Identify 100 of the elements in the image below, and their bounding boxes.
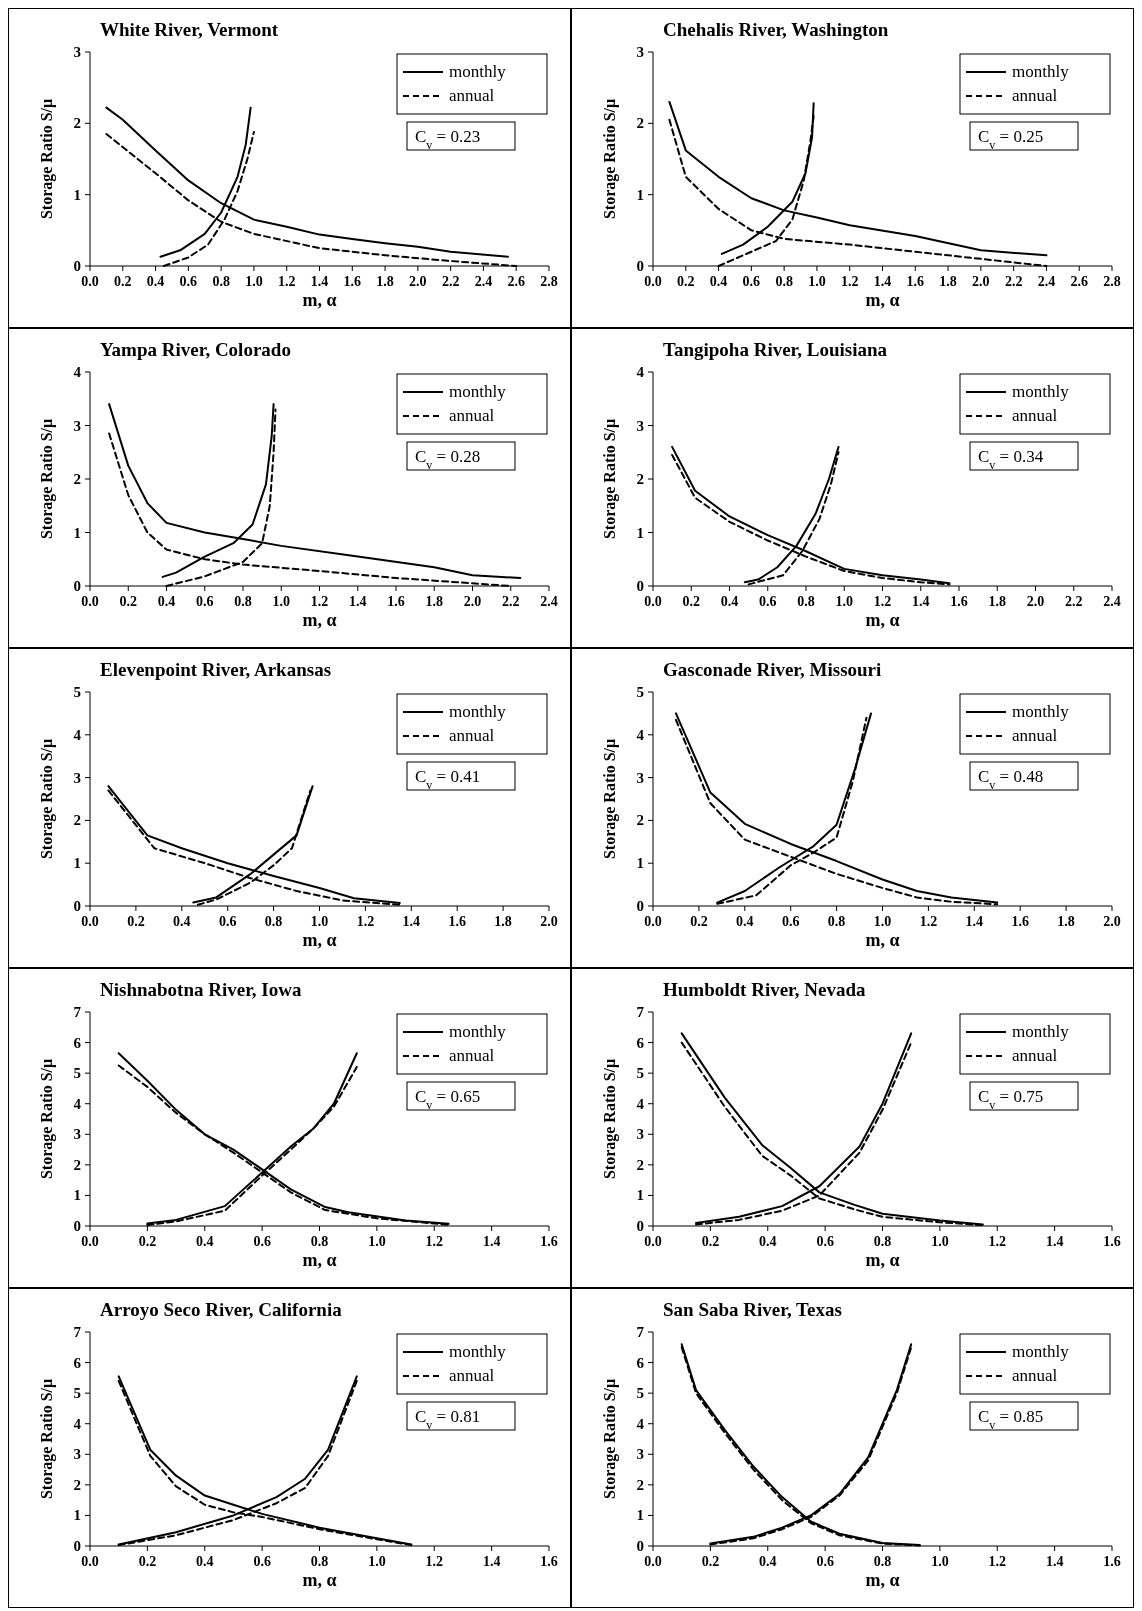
x-tick-label: 0.6 <box>253 1234 271 1249</box>
x-tick-label: 2.2 <box>1065 594 1083 609</box>
legend-label: monthly <box>449 382 507 401</box>
x-tick-label: 0.2 <box>701 1554 720 1569</box>
x-tick-label: 1.4 <box>482 1234 501 1249</box>
x-tick-label: 1.6 <box>906 274 925 289</box>
x-tick-label: 2.4 <box>1103 594 1121 609</box>
annotation: C$_{v}$ = 0.48 <box>978 767 1044 792</box>
x-tick-label: 0.0 <box>81 594 99 609</box>
y-tick-label: 3 <box>73 769 81 786</box>
y-axis-title: Storage Ratio S/μ <box>601 418 619 540</box>
legend-label: monthly <box>1012 1342 1070 1361</box>
x-tick-label: 0.6 <box>218 914 237 929</box>
x-tick-label: 0.4 <box>196 1554 214 1569</box>
x-tick-label: 0.0 <box>644 1234 662 1249</box>
y-tick-label: 4 <box>636 1095 645 1112</box>
x-tick-label: 0.2 <box>138 1234 157 1249</box>
y-tick-label: 6 <box>636 1354 645 1371</box>
x-tick-label: 1.6 <box>950 594 968 609</box>
x-tick-label: 0.0 <box>81 914 99 929</box>
x-tick-label: 1.8 <box>988 594 1006 609</box>
y-tick-label: 7 <box>73 1324 82 1340</box>
x-tick-label: 1.6 <box>540 1234 558 1249</box>
y-axis-title: Storage Ratio S/μ <box>601 98 619 220</box>
y-tick-label: 4 <box>73 1095 82 1112</box>
y-tick-label: 5 <box>636 684 644 700</box>
y-tick-label: 6 <box>636 1034 645 1051</box>
x-tick-label: 1.8 <box>494 914 512 929</box>
y-tick-label: 4 <box>636 726 645 743</box>
x-tick-label: 1.6 <box>448 914 466 929</box>
x-tick-label: 1.6 <box>1011 914 1029 929</box>
y-tick-label: 0 <box>636 258 644 274</box>
x-tick-label: 0.2 <box>114 274 132 289</box>
x-tick-label: 2.6 <box>1070 274 1088 289</box>
legend-label: annual <box>449 1046 495 1065</box>
y-tick-label: 3 <box>73 417 81 434</box>
y-tick-label: 1 <box>636 186 644 203</box>
y-tick-label: 2 <box>73 1476 81 1493</box>
y-axis-title: Storage Ratio S/μ <box>38 1058 56 1180</box>
y-tick-label: 2 <box>73 1156 81 1173</box>
y-tick-label: 0 <box>636 1218 644 1234</box>
x-tick-label: 2.0 <box>409 274 427 289</box>
x-tick-label: 1.4 <box>873 274 892 289</box>
x-tick-label: 1.0 <box>835 594 853 609</box>
chart-title: Gasconade River, Missouri <box>663 659 882 680</box>
chart-title: Humboldt River, Nevada <box>663 979 867 1000</box>
x-tick-label: 0.0 <box>81 1554 99 1569</box>
y-axis-title: Storage Ratio S/μ <box>38 738 56 860</box>
y-tick-label: 5 <box>73 1385 81 1402</box>
y-tick-label: 7 <box>73 1004 82 1020</box>
x-tick-label: 1.6 <box>1103 1234 1121 1249</box>
x-tick-label: 1.0 <box>272 594 290 609</box>
x-axis-title: m, α <box>865 1570 900 1590</box>
y-tick-label: 1 <box>73 1507 81 1524</box>
x-tick-label: 0.8 <box>797 594 815 609</box>
x-tick-label: 1.2 <box>425 1554 443 1569</box>
x-tick-label: 1.0 <box>931 1234 949 1249</box>
x-tick-label: 0.4 <box>759 1234 777 1249</box>
y-tick-label: 4 <box>73 726 82 743</box>
y-tick-label: 0 <box>73 258 81 274</box>
y-tick-label: 1 <box>73 524 81 541</box>
chart-title: White River, Vermont <box>100 19 279 40</box>
y-tick-label: 0 <box>73 898 81 914</box>
x-tick-label: 2.8 <box>1103 274 1121 289</box>
y-tick-label: 3 <box>636 1126 644 1143</box>
x-tick-label: 1.4 <box>965 914 984 929</box>
x-axis-title: m, α <box>865 930 900 950</box>
x-tick-label: 1.2 <box>356 914 375 929</box>
x-tick-label: 2.0 <box>972 274 990 289</box>
y-tick-label: 3 <box>636 44 644 60</box>
annotation: C$_{v}$ = 0.81 <box>415 1407 481 1432</box>
x-tick-label: 0.6 <box>816 1554 834 1569</box>
x-tick-label: 0.4 <box>709 274 728 289</box>
x-tick-label: 1.4 <box>912 594 930 609</box>
x-tick-label: 2.0 <box>540 914 558 929</box>
x-tick-label: 0.4 <box>759 1554 777 1569</box>
y-axis-title: Storage Ratio S/μ <box>38 98 56 220</box>
legend-label: annual <box>449 1366 495 1385</box>
y-tick-label: 1 <box>636 524 644 541</box>
x-tick-label: 1.6 <box>1103 1554 1121 1569</box>
x-tick-label: 0.8 <box>827 914 846 929</box>
y-tick-label: 2 <box>73 471 81 487</box>
annotation: C$_{v}$ = 0.28 <box>415 447 481 472</box>
x-tick-label: 0.4 <box>196 1234 214 1249</box>
x-tick-label: 1.0 <box>931 1554 949 1569</box>
y-tick-label: 2 <box>636 812 644 829</box>
x-tick-label: 0.8 <box>234 594 252 609</box>
x-tick-label: 0.2 <box>138 1554 157 1569</box>
x-axis-title: m, α <box>302 930 337 950</box>
y-axis-title: Storage Ratio S/μ <box>38 1378 56 1500</box>
x-axis-title: m, α <box>302 290 337 310</box>
y-tick-label: 3 <box>73 1126 81 1143</box>
y-tick-label: 0 <box>636 1538 644 1554</box>
x-tick-label: 1.6 <box>387 594 405 609</box>
legend-label: annual <box>449 726 495 745</box>
annotation: C$_{v}$ = 0.25 <box>978 127 1044 152</box>
legend-label: monthly <box>1012 702 1070 721</box>
y-tick-label: 3 <box>636 417 644 434</box>
y-tick-label: 5 <box>636 1065 644 1082</box>
x-tick-label: 0.4 <box>146 274 165 289</box>
